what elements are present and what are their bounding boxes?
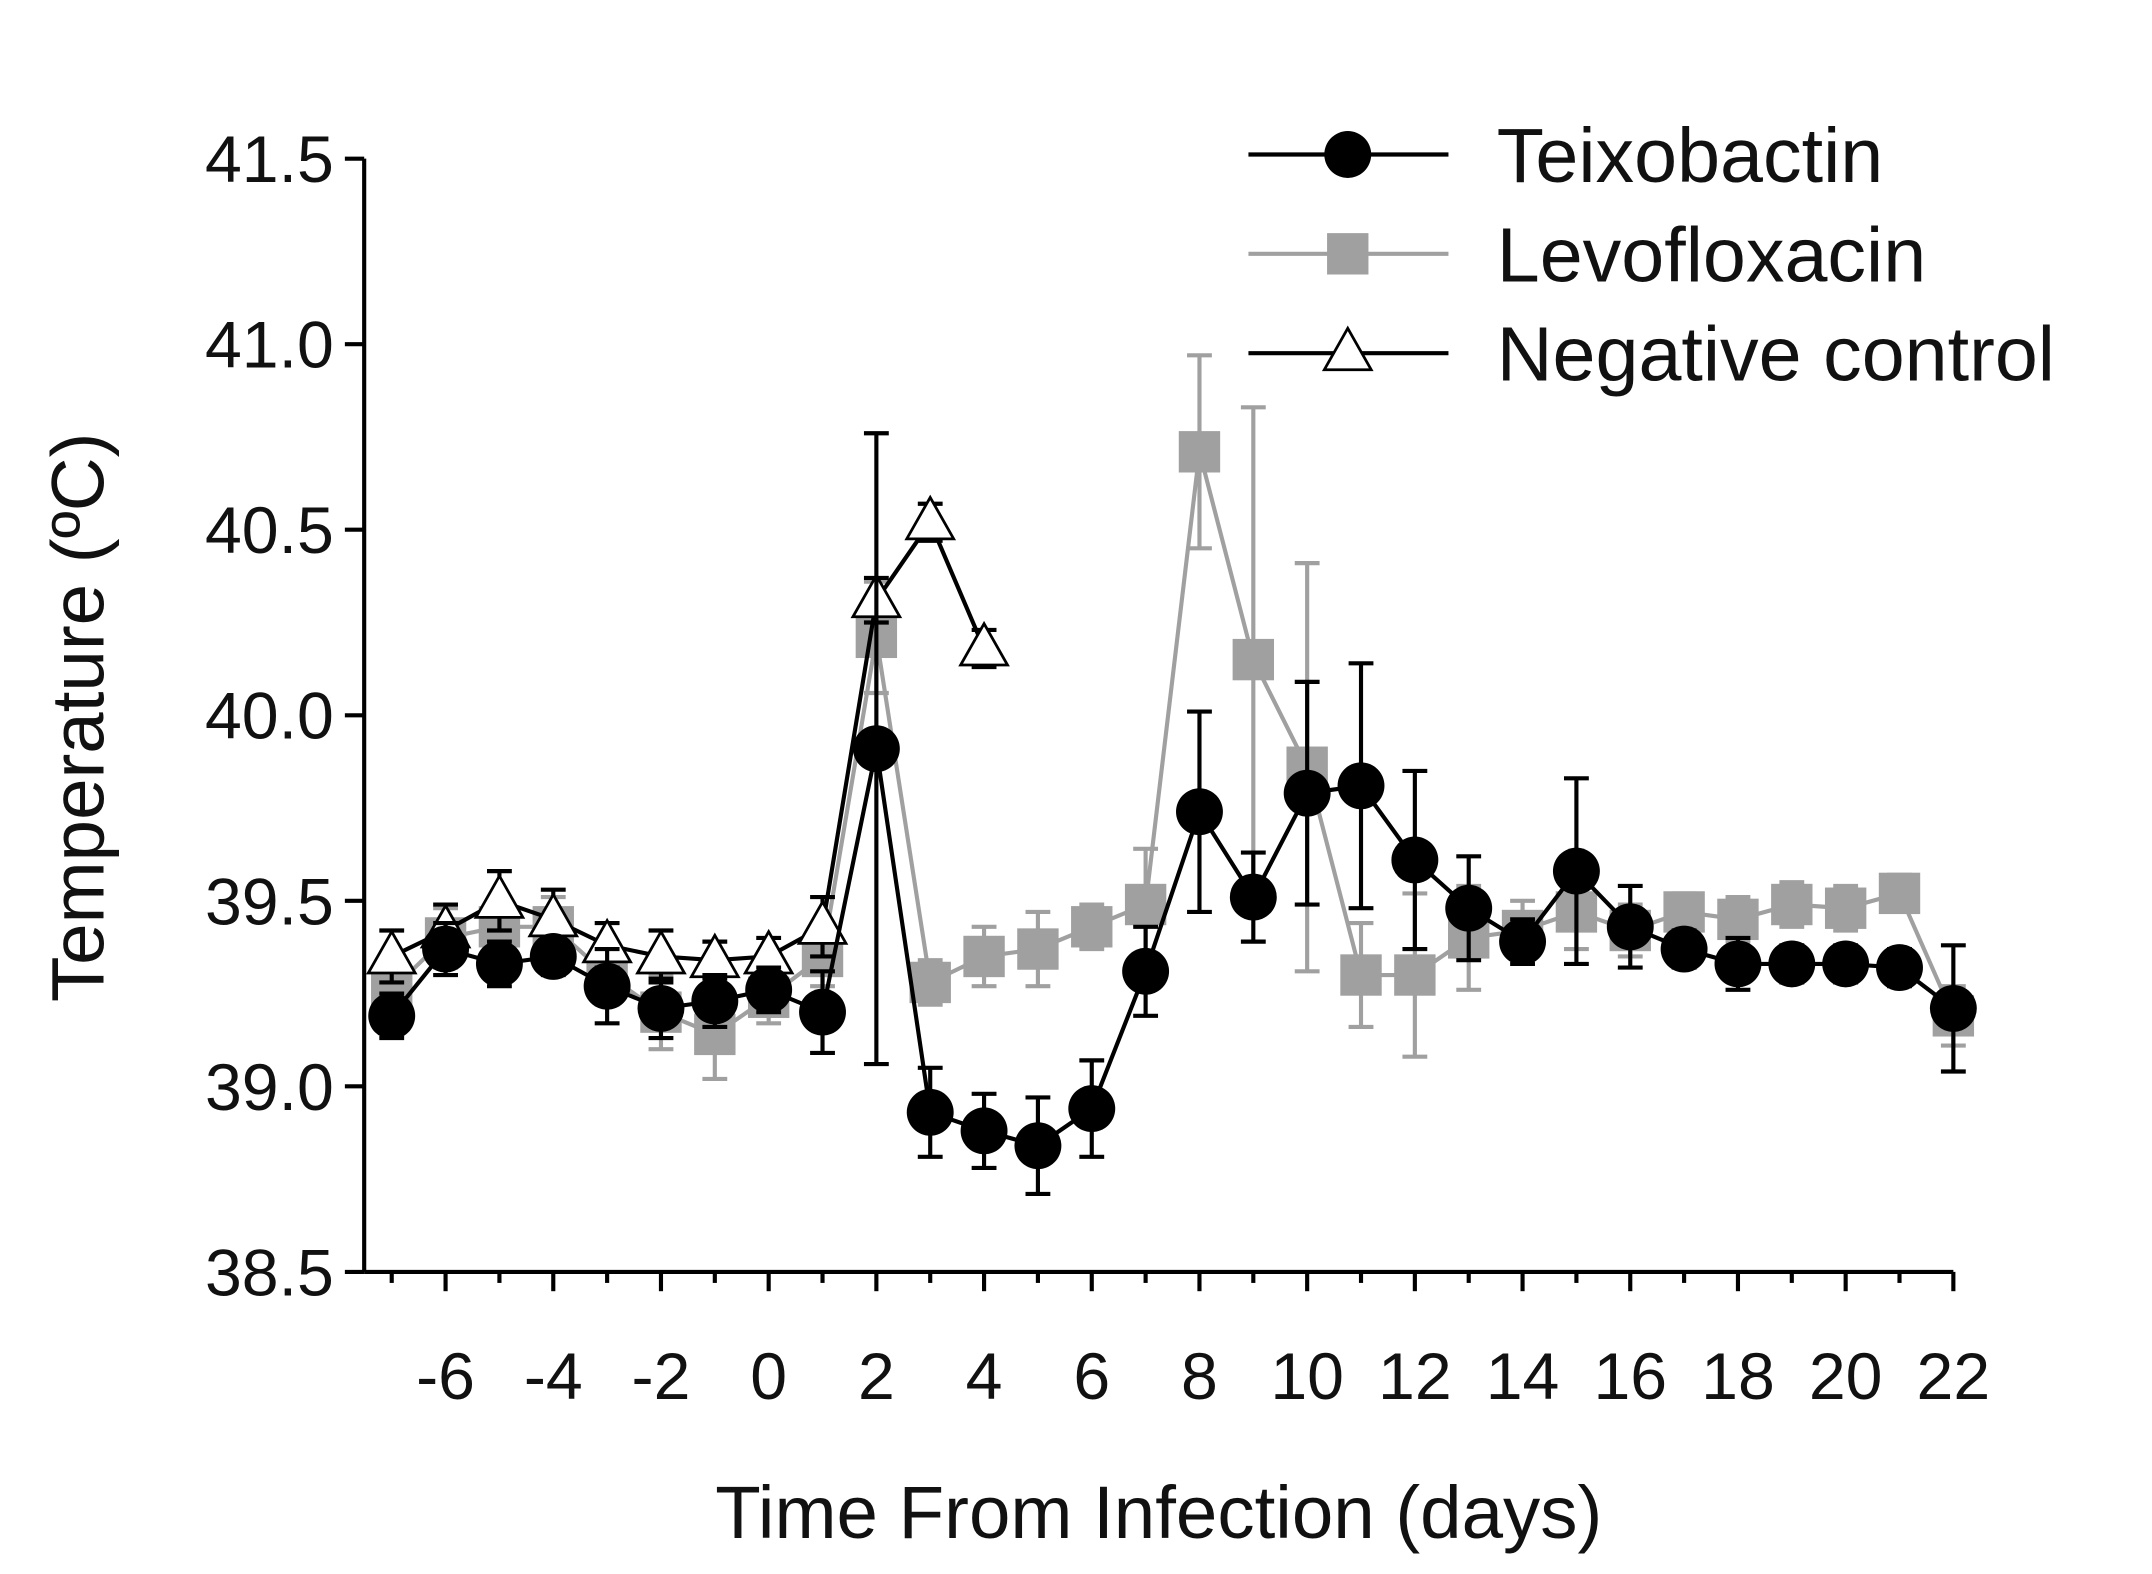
legend-marker	[1327, 233, 1369, 275]
data-point	[1340, 954, 1382, 996]
x-tick-label: 4	[966, 1340, 1003, 1414]
data-point	[1017, 928, 1059, 970]
data-point	[368, 992, 416, 1040]
data-point	[1499, 918, 1547, 966]
legend-item: Levofloxacin	[1248, 212, 1926, 298]
series-negative-control	[365, 494, 1010, 985]
data-point	[1283, 769, 1331, 817]
x-tick-label: 20	[1809, 1340, 1883, 1414]
data-point	[1552, 847, 1600, 895]
y-axis-label: Temperature (ºC)	[36, 433, 119, 1002]
data-point	[1445, 884, 1493, 932]
axes: 38.539.039.540.040.541.041.5-6 -4 -2 0 2 4 6 8 1…	[205, 123, 1990, 1414]
data-point	[1071, 906, 1113, 948]
x-tick-label: 2	[858, 1340, 895, 1414]
y-tick-label: 38.5	[205, 1236, 334, 1310]
data-point	[1178, 431, 1221, 473]
data-point	[1714, 940, 1762, 988]
x-tick-label: 16	[1593, 1340, 1667, 1414]
series-teixobactin	[368, 431, 1977, 1197]
legend-marker	[1324, 131, 1372, 178]
data-point	[691, 977, 739, 1025]
x-tick-label: -6	[416, 1340, 475, 1414]
data-point	[422, 925, 470, 973]
data-point	[1176, 788, 1223, 836]
data-point	[637, 984, 685, 1032]
data-point	[1771, 883, 1813, 926]
series-line	[390, 451, 1956, 1037]
data-point	[1606, 903, 1654, 951]
data-point	[689, 932, 741, 979]
data-point	[1122, 947, 1170, 995]
x-tick-label: 6	[1073, 1340, 1110, 1414]
data-point	[1391, 836, 1439, 884]
y-tick-label: 39.5	[205, 865, 334, 939]
data-point	[1876, 944, 1923, 992]
x-axis-label: Time From Infection (days)	[715, 1471, 1602, 1554]
plot-area	[365, 353, 1977, 1197]
x-tick-label: 12	[1378, 1340, 1452, 1414]
data-point	[909, 961, 951, 1004]
data-point	[852, 725, 900, 773]
data-point	[1660, 925, 1708, 973]
x-tick-label: 14	[1486, 1340, 1560, 1414]
data-point	[1068, 1085, 1116, 1133]
x-tick-label: 22	[1917, 1340, 1991, 1414]
y-tick-label: 41.5	[205, 123, 334, 197]
data-point	[1717, 898, 1759, 941]
data-point	[963, 935, 1005, 978]
data-point	[1878, 872, 1921, 915]
data-point	[799, 988, 846, 1036]
data-point	[904, 494, 957, 541]
legend-marker	[1321, 325, 1374, 372]
x-tick-label: -2	[632, 1340, 691, 1414]
data-point	[1824, 887, 1867, 929]
data-point	[475, 940, 523, 988]
data-point	[796, 899, 849, 945]
data-point	[1014, 1122, 1062, 1170]
data-point	[583, 962, 631, 1010]
data-point	[473, 873, 526, 919]
data-point	[958, 620, 1010, 667]
x-tick-label: -4	[524, 1340, 583, 1414]
data-point	[1229, 873, 1277, 921]
data-point	[1394, 954, 1436, 996]
data-point	[745, 966, 793, 1014]
x-tick-label: 18	[1701, 1340, 1775, 1414]
x-tick-label: 10	[1270, 1340, 1344, 1414]
legend-label: Teixobactin	[1497, 113, 1883, 199]
x-tick-label: 8	[1181, 1340, 1218, 1414]
legend: Teixobactin Levofloxacin Negative control	[1248, 113, 2055, 398]
data-point	[1232, 638, 1275, 681]
y-tick-label: 39.0	[205, 1051, 334, 1125]
data-point	[906, 1088, 954, 1136]
legend-label: Levofloxacin	[1497, 212, 1926, 298]
data-point	[1124, 883, 1167, 926]
x-tick-label: 0	[750, 1340, 787, 1414]
data-point	[635, 928, 687, 975]
data-point	[1822, 940, 1870, 988]
data-point	[1768, 940, 1816, 988]
data-point	[1929, 984, 1977, 1032]
legend-item: Teixobactin	[1248, 113, 1883, 199]
y-tick-label: 41.0	[205, 309, 334, 383]
y-tick-label: 40.0	[205, 680, 334, 754]
data-point	[960, 1107, 1008, 1155]
data-point	[529, 933, 577, 980]
y-tick-label: 40.5	[205, 494, 334, 568]
data-point	[1337, 762, 1385, 810]
legend-label: Negative control	[1497, 312, 2055, 398]
legend-item: Negative control	[1248, 312, 2055, 398]
data-point	[365, 928, 418, 975]
